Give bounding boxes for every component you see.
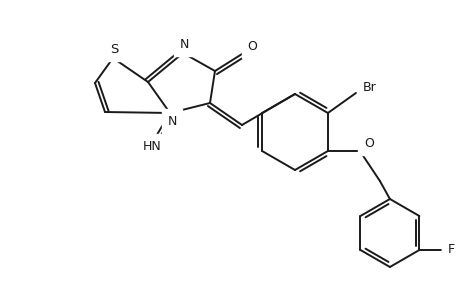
Text: O: O bbox=[246, 40, 257, 52]
Text: O: O bbox=[363, 136, 373, 149]
Text: S: S bbox=[110, 43, 118, 56]
Text: HN: HN bbox=[142, 140, 161, 152]
Text: F: F bbox=[447, 244, 454, 256]
Text: Br: Br bbox=[362, 80, 376, 94]
Text: N: N bbox=[179, 38, 188, 50]
Text: N: N bbox=[167, 115, 176, 128]
